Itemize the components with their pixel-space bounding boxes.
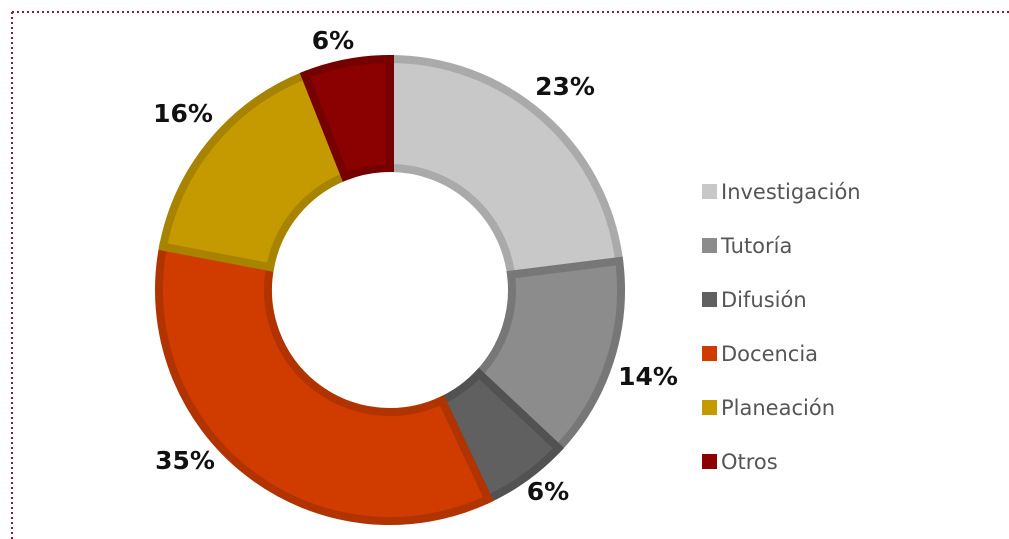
donut-segment — [473, 256, 625, 454]
legend-label: Planeación — [721, 396, 835, 420]
data-label: 16% — [153, 99, 213, 128]
legend-swatch — [702, 400, 717, 415]
data-label: 35% — [155, 446, 215, 475]
legend-swatch — [702, 184, 717, 199]
donut-segment — [155, 242, 494, 525]
legend-swatch — [702, 292, 717, 307]
legend-label: Otros — [721, 450, 778, 474]
legend-swatch — [702, 238, 717, 253]
legend-label: Tutoría — [720, 234, 792, 258]
legend-swatch — [702, 454, 717, 469]
donut-segment — [299, 54, 394, 182]
legend-label: Investigación — [721, 180, 861, 204]
legend-label: Docencia — [721, 342, 818, 366]
donut-segment — [158, 70, 351, 272]
data-label: 23% — [535, 72, 595, 101]
data-label: 6% — [527, 477, 569, 506]
legend-swatch — [702, 346, 717, 361]
legend-label: Difusión — [721, 288, 807, 312]
data-label: 6% — [312, 26, 354, 55]
data-label: 14% — [618, 362, 678, 391]
donut-segment — [386, 54, 624, 280]
